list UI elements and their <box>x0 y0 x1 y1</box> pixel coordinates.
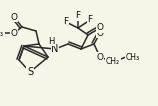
Text: N: N <box>51 44 59 54</box>
Text: CH₃: CH₃ <box>126 52 140 61</box>
Text: H: H <box>48 36 54 45</box>
Text: O: O <box>97 24 103 33</box>
Text: F: F <box>87 15 93 24</box>
Text: O: O <box>97 29 103 38</box>
Text: OCH₃: OCH₃ <box>0 29 4 38</box>
Text: CH₂: CH₂ <box>106 57 120 66</box>
Text: F: F <box>75 11 81 20</box>
Text: O: O <box>97 52 103 61</box>
Text: O: O <box>10 13 18 22</box>
Text: O: O <box>10 29 18 38</box>
Text: F: F <box>64 17 69 26</box>
Text: S: S <box>27 67 33 77</box>
